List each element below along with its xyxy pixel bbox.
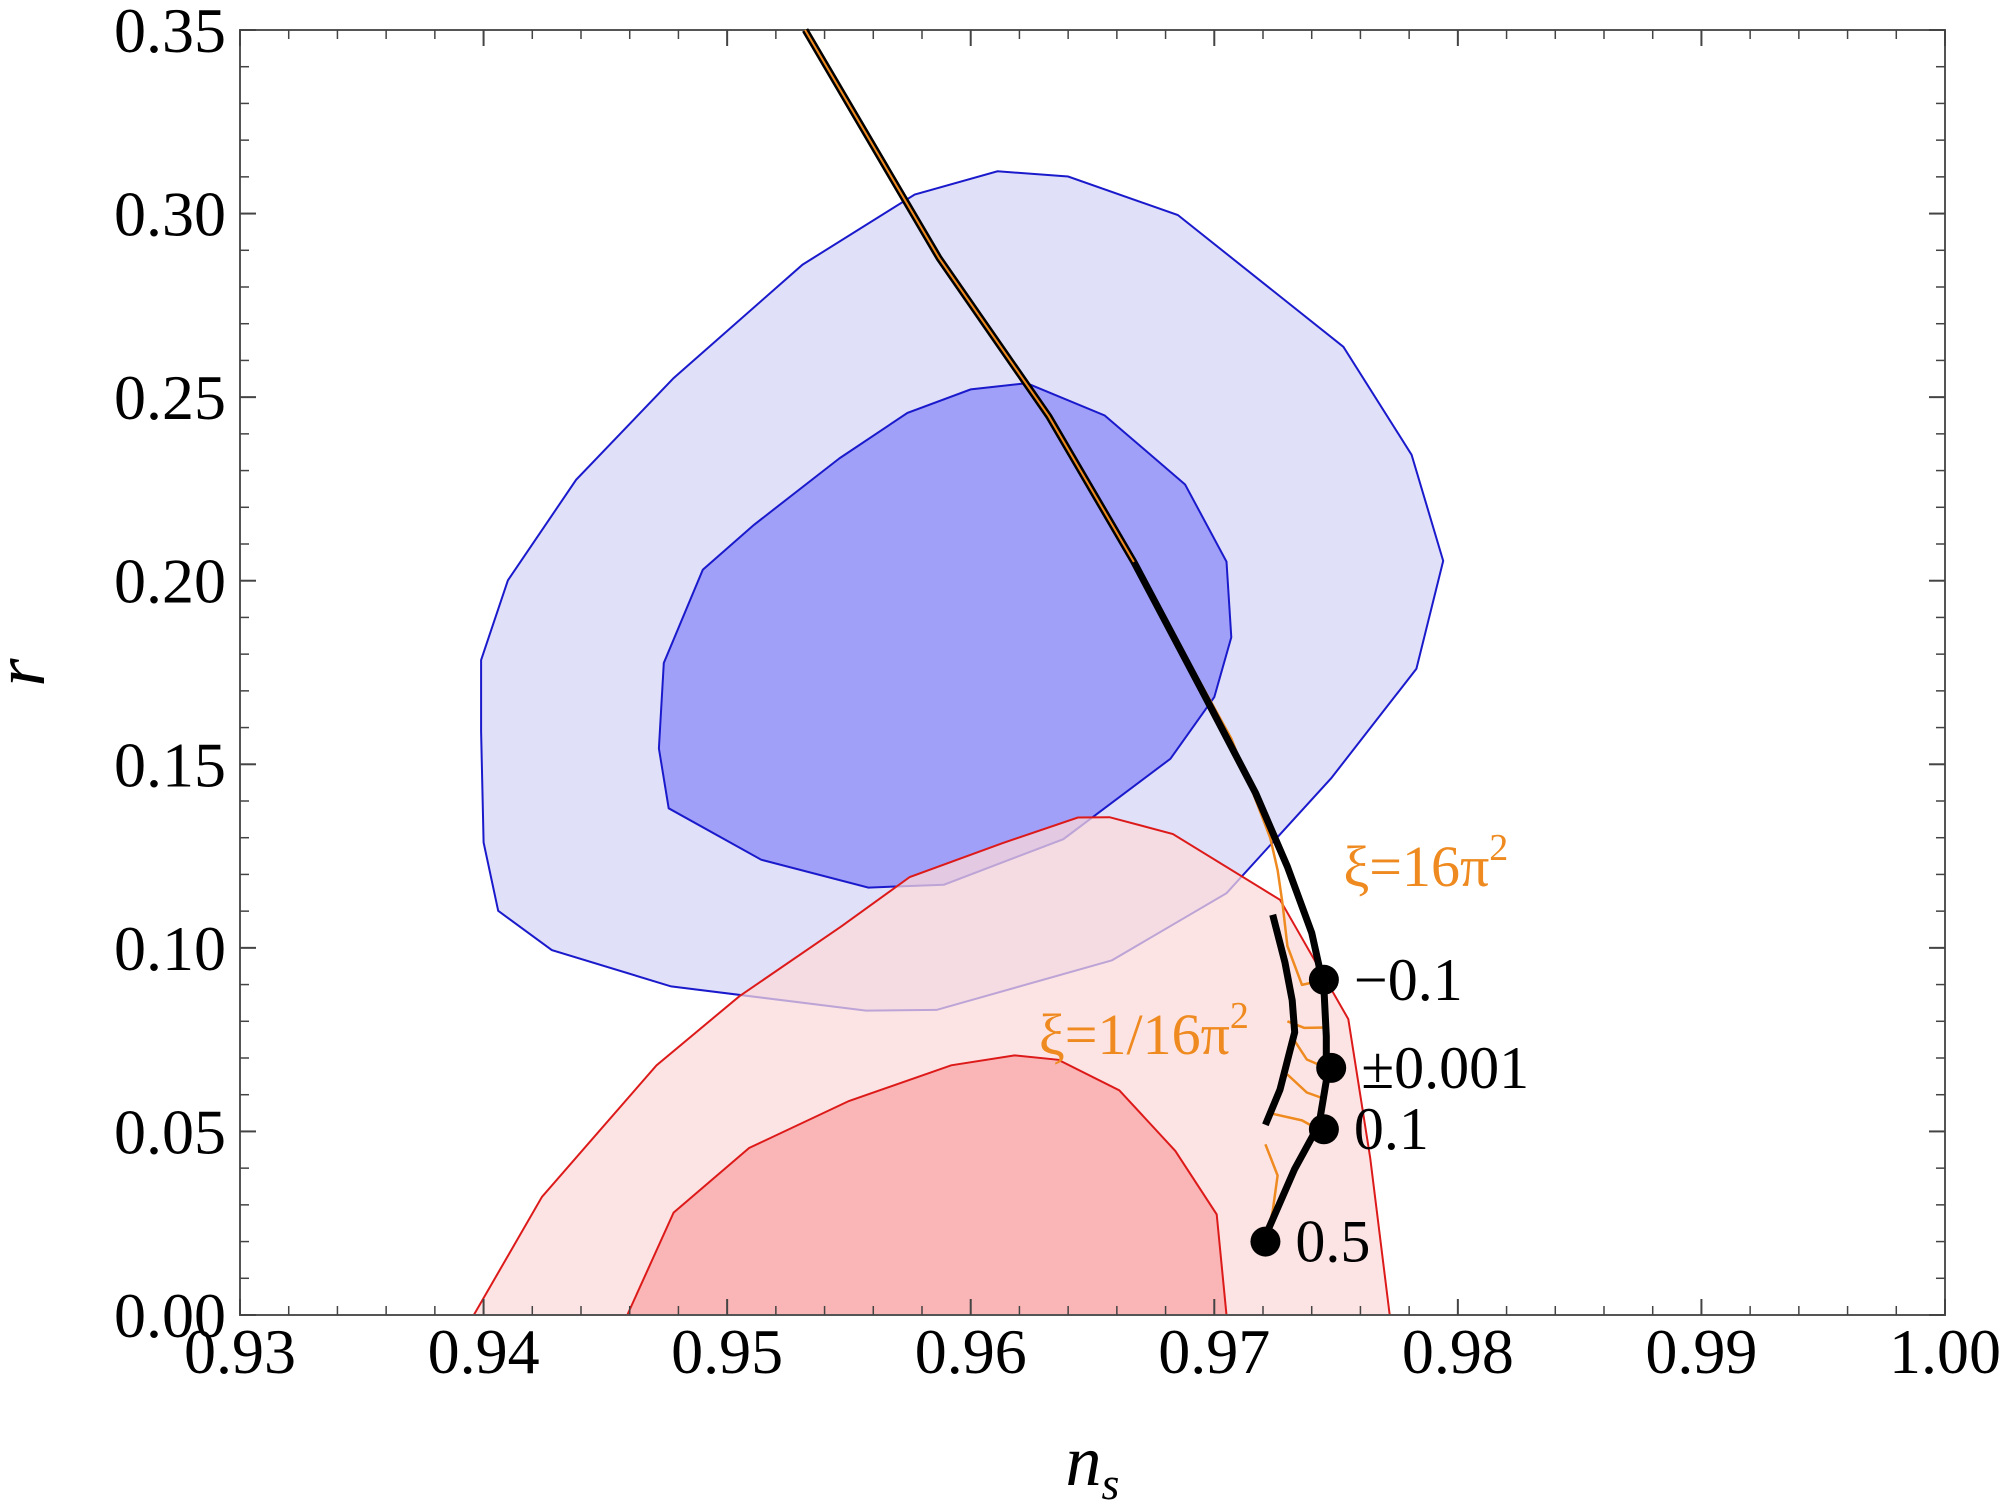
xi-1-16pi2-curve [1262,913,1299,1127]
x-tick-label: 0.98 [1402,1316,1514,1387]
data-point [1250,1226,1281,1257]
y-tick-label: 0.10 [114,913,226,984]
red-inner-fill [627,1055,1227,1315]
x-axis-title-main: n [1066,1421,1102,1501]
main-curve-orange-core [804,29,1135,563]
data-point-label: −0.1 [1354,947,1463,1013]
data-point-label: 0.1 [1354,1096,1429,1162]
xi-annotation-sup: 2 [1230,995,1249,1037]
x-axis-title-subscript: s [1102,1458,1120,1508]
y-tick-label: 0.15 [114,729,226,800]
x-tick-label: 0.97 [1158,1316,1270,1387]
red-inner-outline [626,1054,1228,1316]
y-axis-title: r [0,658,60,687]
xi-annotation-text: ξ=16π [1343,834,1489,899]
orange-fan-3 [1286,1073,1327,1101]
data-point-label: 0.5 [1295,1209,1370,1275]
axis-titles: ns r [0,658,1119,1508]
y-tick-label: 0.30 [114,179,226,250]
x-tick-label: 0.93 [184,1316,296,1387]
xi-annotation: ξ=1/16π2 [1039,995,1249,1067]
y-tick-label: 0.35 [114,0,226,66]
y-tick-label: 0.20 [114,546,226,617]
x-axis-title: ns [1066,1421,1120,1508]
xi-annotation-text: ξ=1/16π [1039,1002,1230,1067]
contours-layer [472,170,1445,1316]
x-tick-label: 0.96 [915,1316,1027,1387]
plot-frame [239,29,1946,1316]
data-point [1316,1052,1347,1083]
y-tick-label: 0.25 [114,362,226,433]
data-point [1308,1114,1339,1145]
x-tick-label: 0.94 [428,1316,540,1387]
red-outer-outline [472,816,1391,1316]
blue-inner-fill [658,383,1232,888]
data-point [1308,964,1339,995]
xi-annotation: ξ=16π2 [1343,827,1508,899]
xi-annotation-sup: 2 [1489,827,1508,869]
blue-inner-outline [657,382,1233,889]
ticks-layer: 0.93 0.94 0.95 0.96 0.97 0.98 0.99 1.00 0.00 0.05… [114,0,2001,1387]
y-tick-label: 0.05 [114,1096,226,1167]
x-tick-label: 0.99 [1645,1316,1757,1387]
data-point-label: ±0.001 [1361,1035,1529,1101]
y-tick-label: 0.00 [114,1280,226,1351]
x-tick-label: 1.00 [1889,1316,2001,1387]
x-tick-label: 0.95 [671,1316,783,1387]
